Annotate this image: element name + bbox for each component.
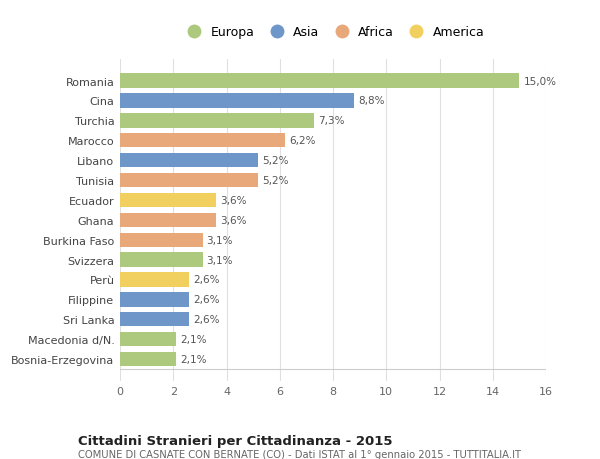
- Text: 8,8%: 8,8%: [358, 96, 385, 106]
- Text: 3,1%: 3,1%: [206, 235, 233, 245]
- Text: 5,2%: 5,2%: [262, 176, 289, 185]
- Bar: [120, 193, 216, 207]
- Bar: [120, 94, 354, 108]
- Text: Cittadini Stranieri per Cittadinanza - 2015: Cittadini Stranieri per Cittadinanza - 2…: [78, 434, 392, 447]
- Text: 2,6%: 2,6%: [193, 314, 220, 325]
- Bar: [120, 134, 285, 148]
- Text: 7,3%: 7,3%: [319, 116, 345, 126]
- Bar: [120, 213, 216, 228]
- Bar: [120, 292, 189, 307]
- Bar: [120, 74, 520, 89]
- Bar: [120, 233, 203, 247]
- Bar: [120, 174, 259, 188]
- Text: 5,2%: 5,2%: [262, 156, 289, 166]
- Bar: [120, 352, 176, 366]
- Bar: [120, 154, 259, 168]
- Text: 15,0%: 15,0%: [523, 77, 556, 86]
- Bar: [120, 114, 314, 128]
- Bar: [120, 253, 203, 267]
- Text: 2,1%: 2,1%: [180, 354, 206, 364]
- Legend: Europa, Asia, Africa, America: Europa, Asia, Africa, America: [176, 21, 490, 44]
- Text: 2,1%: 2,1%: [180, 335, 206, 344]
- Text: 2,6%: 2,6%: [193, 295, 220, 305]
- Text: 3,1%: 3,1%: [206, 255, 233, 265]
- Text: 2,6%: 2,6%: [193, 275, 220, 285]
- Text: 6,2%: 6,2%: [289, 136, 316, 146]
- Bar: [120, 313, 189, 327]
- Bar: [120, 332, 176, 347]
- Bar: [120, 273, 189, 287]
- Text: 3,6%: 3,6%: [220, 196, 247, 206]
- Text: COMUNE DI CASNATE CON BERNATE (CO) - Dati ISTAT al 1° gennaio 2015 - TUTTITALIA.: COMUNE DI CASNATE CON BERNATE (CO) - Dat…: [78, 449, 521, 459]
- Text: 3,6%: 3,6%: [220, 215, 247, 225]
